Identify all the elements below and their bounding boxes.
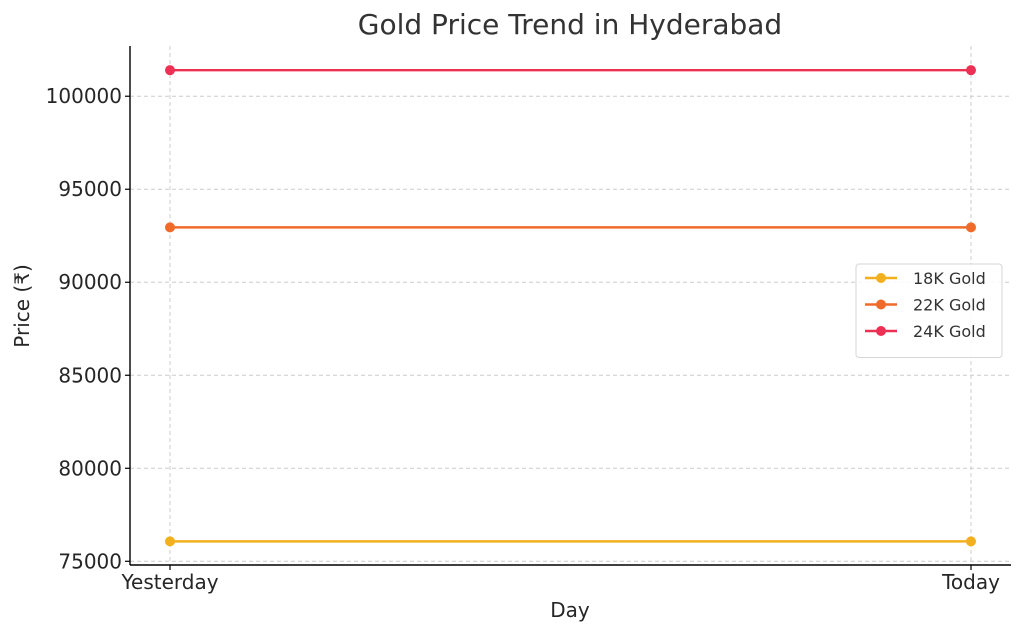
chart-title: Gold Price Trend in Hyderabad: [358, 8, 782, 41]
y-tick-label: 80000: [58, 456, 122, 480]
tick-labels: 75000 80000 85000 90000 95000 100000 Yesterday…: [46, 84, 1000, 594]
legend-marker: [876, 273, 886, 283]
data-point: [966, 536, 976, 547]
y-tick-label: 100000: [46, 84, 122, 108]
x-tick-label: Yesterday: [120, 570, 218, 594]
legend: 18K Gold 22K Gold 24K Gold: [855, 263, 1003, 358]
legend-marker: [876, 299, 886, 310]
x-tick-label: Today: [941, 570, 1000, 594]
data-point: [165, 65, 175, 76]
series-layer: [165, 65, 976, 547]
data-point: [165, 536, 175, 547]
x-axis-label: Day: [550, 598, 590, 622]
data-point: [165, 222, 175, 233]
data-point: [966, 65, 976, 76]
y-tick-label: 90000: [58, 270, 122, 294]
y-tick-label: 95000: [58, 177, 122, 201]
legend-box: [855, 263, 1003, 358]
legend-marker: [876, 326, 886, 336]
axes: [125, 46, 1011, 570]
legend-label: 24K Gold: [913, 322, 986, 341]
legend-label: 22K Gold: [913, 296, 986, 315]
data-point: [966, 222, 976, 233]
y-axis-label: Price (₹): [10, 264, 34, 347]
y-tick-label: 75000: [58, 549, 122, 573]
y-tick-label: 85000: [58, 363, 122, 387]
legend-label: 18K Gold: [913, 269, 986, 288]
